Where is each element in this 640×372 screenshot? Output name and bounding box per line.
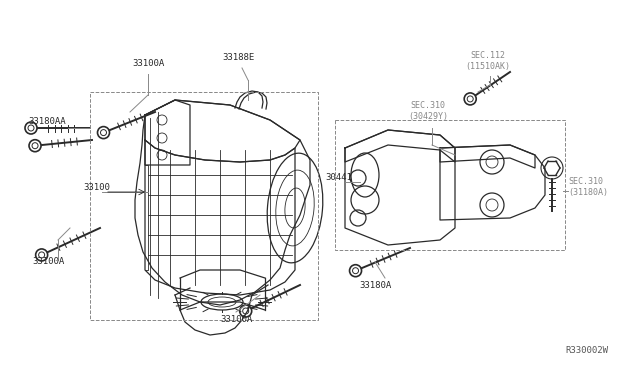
Text: 30441: 30441	[325, 173, 352, 183]
Text: (31180A): (31180A)	[568, 189, 608, 198]
Text: 33180AA: 33180AA	[28, 118, 66, 126]
Text: 33100: 33100	[83, 183, 110, 192]
Text: 33100A: 33100A	[220, 315, 252, 324]
Text: 33180A: 33180A	[359, 280, 391, 289]
Text: 33188E: 33188E	[222, 54, 254, 62]
Text: 33100A: 33100A	[132, 60, 164, 68]
Text: SEC.112: SEC.112	[470, 51, 506, 61]
Text: (11510AK): (11510AK)	[465, 62, 511, 71]
Text: R330002W: R330002W	[565, 346, 608, 355]
Text: SEC.310: SEC.310	[568, 177, 603, 186]
Text: (30429Y): (30429Y)	[408, 112, 448, 122]
Text: SEC.310: SEC.310	[410, 102, 445, 110]
Text: 33100A: 33100A	[32, 257, 64, 266]
